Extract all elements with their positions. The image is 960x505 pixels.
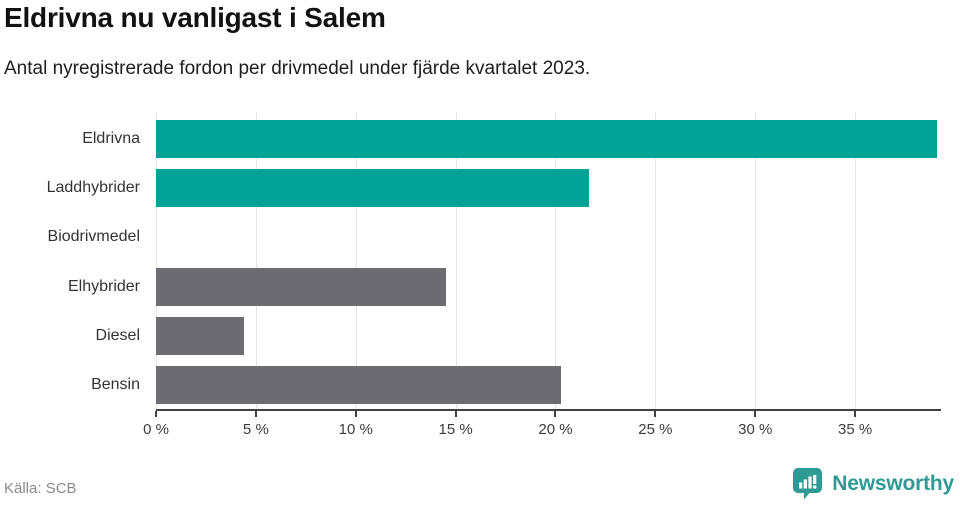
bar-track: [156, 316, 941, 355]
bar: [156, 267, 446, 306]
tick-mark: [654, 411, 657, 417]
brand-lockup: Newsworthy: [791, 467, 954, 500]
bar-track: [156, 168, 941, 207]
chart-title: Eldrivna nu vanligast i Salem: [4, 2, 386, 33]
plot-area: Eldrivna Laddhybrider Biodrivmedel Elhybrid…: [0, 114, 941, 410]
category-label: Diesel: [95, 326, 140, 344]
source-note: Källa: SCB: [4, 480, 77, 497]
mini-bar-chart-glyph: [799, 475, 817, 489]
gridline: [755, 112, 757, 410]
bar-track: [156, 366, 941, 405]
brand-name: Newsworthy: [832, 471, 954, 495]
x-axis-line: [156, 409, 941, 411]
tick-label: 15 %: [438, 421, 473, 438]
bar-track: [156, 119, 941, 158]
category-label: Biodrivmedel: [47, 228, 140, 246]
tick-label: 0 %: [143, 421, 169, 438]
bar: [156, 119, 937, 158]
category-label: Bensin: [91, 376, 140, 394]
category-label: Laddhybrider: [46, 178, 140, 196]
tick-mark: [254, 411, 257, 417]
tick-label: 10 %: [338, 421, 373, 438]
tick-mark: [354, 411, 357, 417]
speech-bubble-shape: [793, 468, 823, 500]
gridline: [455, 112, 457, 410]
gridline: [855, 112, 857, 410]
gridline: [255, 112, 257, 410]
tick-mark: [454, 411, 457, 417]
tick-label: 30 %: [738, 421, 773, 438]
tick-label: 20 %: [538, 421, 573, 438]
bar-row: Diesel: [0, 311, 941, 360]
bar-row: Laddhybrider: [0, 163, 941, 212]
tick-label: 35 %: [838, 421, 873, 438]
tick-mark: [854, 411, 857, 417]
tick-label: 5 %: [242, 421, 269, 438]
newsworthy-logo-icon: [793, 468, 823, 500]
tick-mark: [155, 411, 157, 417]
bar: [156, 168, 590, 207]
bar: [156, 316, 244, 355]
bar-track: [156, 218, 941, 256]
tick-mark: [554, 411, 557, 417]
gridline: [156, 112, 157, 410]
gridline: [655, 112, 657, 410]
category-label: Eldrivna: [82, 129, 140, 147]
chart-subtitle: Antal nyregistrerade fordon per drivmede…: [4, 58, 591, 79]
bar: [156, 366, 562, 405]
gridline: [555, 112, 557, 410]
bar-row: Biodrivmedel: [0, 213, 941, 262]
bar-row: Elhybrider: [0, 262, 941, 311]
tick-mark: [754, 411, 757, 417]
x-axis-ticks: 0 % 5 % 10 % 15 % 20 % 25 % 30 % 35 %: [143, 411, 941, 447]
gridline: [355, 112, 357, 410]
bar-row: Bensin: [0, 361, 941, 410]
bar-row: Eldrivna: [0, 114, 941, 163]
category-label: Elhybrider: [67, 277, 140, 295]
tick-label: 25 %: [638, 421, 673, 438]
bar-track: [156, 267, 941, 306]
gridlines: [156, 112, 941, 410]
